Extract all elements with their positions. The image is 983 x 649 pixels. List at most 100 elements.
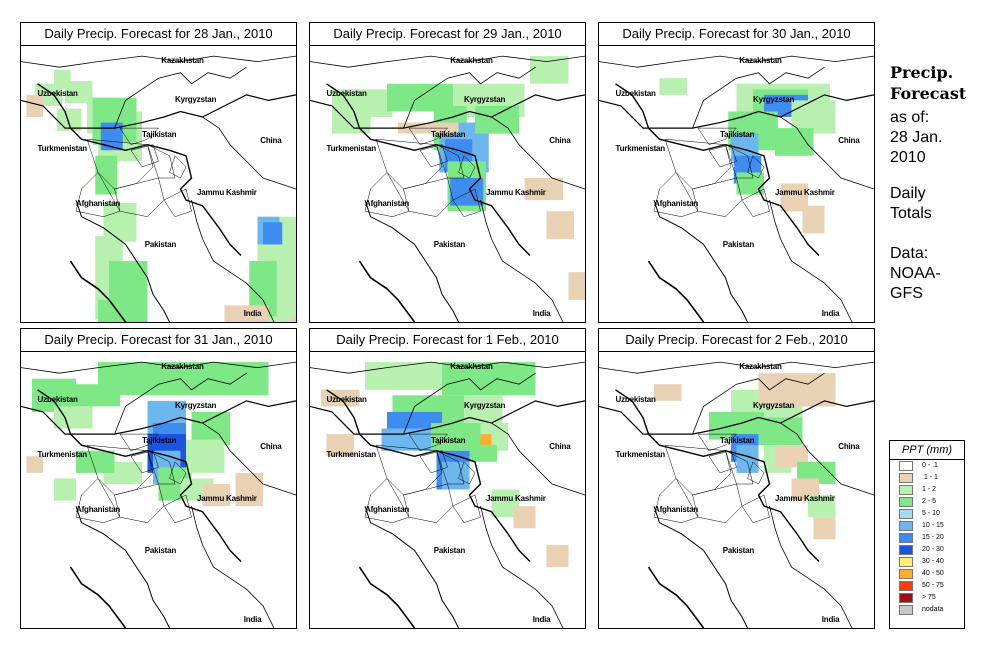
china-border	[202, 116, 296, 190]
legend-swatch	[899, 497, 913, 507]
province-boundary	[169, 155, 187, 179]
legend-row: 1 - 2	[890, 484, 964, 496]
kyrgyzstan-label: Kyrgyzstan	[175, 400, 217, 410]
daily-line: Totals	[890, 205, 932, 222]
legend-swatch	[899, 473, 913, 483]
heading-line: Forecast	[890, 84, 967, 103]
precip-cell	[263, 222, 283, 245]
india-border	[191, 200, 275, 322]
province-boundary	[708, 450, 737, 474]
legend-label: 50 - 75	[922, 582, 944, 589]
forecast-panel-28-jan: Daily Precip. Forecast for 28 Jan., 2010…	[20, 22, 297, 323]
coastline	[647, 566, 705, 628]
province-boundary	[419, 450, 448, 474]
turkmenistan-label: Turkmenistan	[326, 450, 377, 460]
province-boundary	[130, 144, 159, 168]
province-boundary	[458, 155, 476, 179]
province-boundary	[375, 138, 443, 190]
legend-row: 10 - 15	[890, 520, 964, 532]
uzbekistan-label: Uzbekistan	[615, 395, 656, 404]
precip-cell	[365, 362, 442, 390]
legend-label: nodata	[922, 606, 944, 613]
afghanistan-label: Afghanistan	[76, 505, 121, 515]
china-border	[491, 422, 585, 496]
legend-label: 40 - 50	[922, 570, 944, 577]
legend-swatch	[899, 545, 913, 555]
province-boundary	[147, 144, 176, 179]
precip-cell	[442, 362, 536, 396]
province-boundary	[130, 450, 159, 474]
afghan-pak-border	[326, 389, 531, 562]
province-boundary	[747, 461, 765, 485]
legend-swatch	[899, 461, 913, 471]
jammu-kashmir-label: Jammu Kashmir	[486, 494, 546, 504]
precip-cell	[654, 384, 682, 401]
pakistan-label: Pakistan	[722, 240, 755, 250]
afghanistan-label: Afghanistan	[365, 199, 410, 209]
precip-cell	[513, 506, 536, 529]
legend-swatch	[899, 581, 913, 591]
precip-cell	[736, 445, 759, 473]
province-boundary	[697, 127, 738, 145]
uzbekistan-border	[114, 372, 247, 435]
coastline	[69, 566, 127, 628]
province-boundary	[419, 144, 448, 168]
southern-border	[364, 199, 459, 322]
india-border	[191, 506, 275, 628]
precip-cell	[32, 378, 76, 412]
legend-swatch	[899, 557, 913, 567]
precip-cell	[775, 445, 808, 468]
precip-cell	[546, 211, 574, 239]
northern-border	[21, 94, 296, 129]
afghanistan-label: Afghanistan	[76, 199, 121, 209]
kazakhstan-border	[599, 55, 874, 68]
india-label: India	[532, 309, 551, 319]
precip-cell	[95, 155, 118, 195]
tajikistan-label: Tajikistan	[142, 436, 177, 446]
northern-border	[599, 400, 874, 435]
legend-label: .1 - 1	[922, 474, 938, 481]
province-boundary	[725, 144, 754, 179]
province-boundary	[741, 188, 770, 217]
precip-cell	[54, 406, 93, 429]
afghan-pak-border	[615, 389, 820, 562]
uzbekistan-label: Uzbekistan	[37, 89, 78, 98]
legend-row: .1 - 1	[890, 472, 964, 484]
kazakhstan-label: Kazakhstan	[161, 362, 204, 371]
precip-cell	[186, 439, 225, 473]
kyrgyzstan-label: Kyrgyzstan	[464, 400, 506, 410]
kazakhstan-label: Kazakhstan	[450, 56, 493, 65]
ppt-legend: PPT (mm) 0 - .1 .1 - 1 1 - 2 2 - 5 5 - 10 10 …	[889, 440, 965, 629]
china-border	[202, 422, 296, 496]
northern-border	[310, 400, 585, 435]
turkmenistan-label: Turkmenistan	[615, 450, 666, 460]
legend-swatch	[899, 569, 913, 579]
tajikistan-label: Tajikistan	[142, 130, 177, 140]
province-boundary	[119, 127, 160, 145]
precip-cell	[54, 69, 71, 90]
forecast-panel-29-jan: Daily Precip. Forecast for 29 Jan., 2010…	[309, 22, 586, 323]
as-of-date: as of: 28 Jan. 2010	[890, 108, 942, 168]
province-boundary	[119, 433, 160, 451]
legend-row: nodata	[890, 604, 964, 616]
precip-cell	[464, 395, 503, 429]
legend-swatch	[899, 509, 913, 519]
province-boundary	[114, 483, 165, 523]
province-boundary	[147, 450, 176, 485]
panel-title: Daily Precip. Forecast for 29 Jan., 2010	[310, 23, 585, 46]
province-boundary	[653, 477, 699, 523]
province-boundary	[747, 155, 765, 179]
daily-line: Daily	[890, 185, 926, 202]
turkmenistan-label: Turkmenistan	[326, 144, 377, 154]
province-boundary	[708, 144, 737, 168]
province-boundary	[375, 444, 443, 496]
as-of-line: as of:	[890, 109, 930, 126]
northern-border	[21, 400, 296, 435]
legend-swatch	[899, 521, 913, 531]
province-boundary	[697, 433, 738, 451]
province-boundary	[653, 171, 699, 217]
northern-border	[599, 94, 874, 129]
precip-cell	[98, 362, 269, 396]
afghan-pak-border	[326, 83, 531, 256]
coastline	[358, 260, 416, 322]
